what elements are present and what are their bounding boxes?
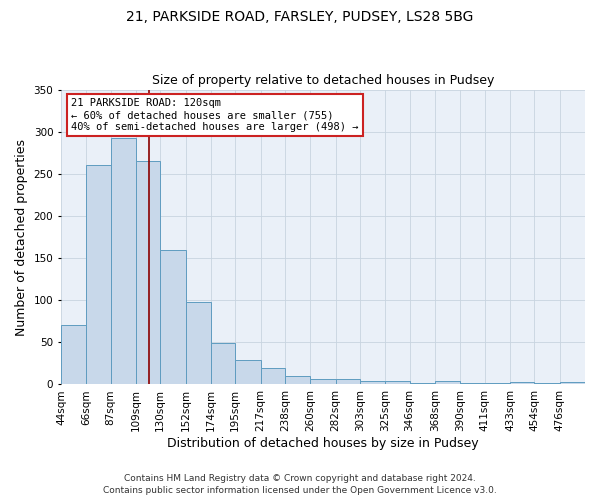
Bar (160, 250, 185, 384)
Bar (310, 378, 335, 384)
Bar (211, 343, 235, 384)
Bar (136, 161, 160, 384)
Bar (435, 381, 460, 384)
Bar (86, 166, 110, 384)
Bar (510, 382, 534, 384)
Bar (185, 302, 211, 384)
Text: 21, PARKSIDE ROAD, FARSLEY, PUDSEY, LS28 5BG: 21, PARKSIDE ROAD, FARSLEY, PUDSEY, LS28… (127, 10, 473, 24)
Bar (385, 381, 410, 384)
Bar (360, 381, 385, 384)
Text: Contains HM Land Registry data © Crown copyright and database right 2024.
Contai: Contains HM Land Registry data © Crown c… (103, 474, 497, 495)
X-axis label: Distribution of detached houses by size in Pudsey: Distribution of detached houses by size … (167, 437, 479, 450)
Bar (335, 378, 360, 384)
Bar (410, 383, 435, 384)
Text: 21 PARKSIDE ROAD: 120sqm
← 60% of detached houses are smaller (755)
40% of semi-: 21 PARKSIDE ROAD: 120sqm ← 60% of detach… (71, 98, 359, 132)
Bar (285, 376, 310, 384)
Bar (61, 326, 86, 384)
Bar (485, 383, 510, 384)
Bar (110, 138, 136, 384)
Bar (534, 383, 560, 384)
Y-axis label: Number of detached properties: Number of detached properties (15, 138, 28, 336)
Bar (235, 360, 260, 384)
Bar (460, 383, 485, 384)
Bar (560, 382, 585, 384)
Title: Size of property relative to detached houses in Pudsey: Size of property relative to detached ho… (152, 74, 494, 87)
Bar (260, 368, 285, 384)
